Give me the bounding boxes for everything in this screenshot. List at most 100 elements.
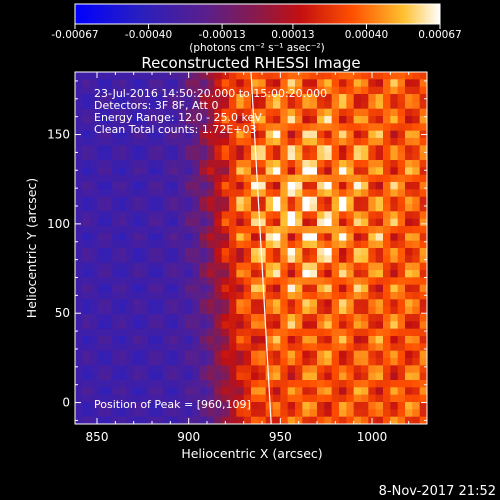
heatmap-cell [236, 226, 245, 234]
heatmap-cell [295, 336, 303, 344]
heatmap-cell [287, 292, 296, 300]
heatmap-cell [302, 299, 311, 308]
heatmap-cell [141, 101, 149, 110]
heatmap-cell [82, 174, 91, 183]
heatmap-cell [155, 336, 164, 344]
heatmap-cell [141, 196, 149, 205]
heatmap-cell [412, 204, 421, 212]
heatmap-cell [309, 358, 318, 366]
heatmap-cell [419, 138, 427, 146]
y-axis-label: Heliocentric Y (arcsec) [24, 178, 39, 318]
heatmap-cell [185, 211, 193, 220]
heatmap-cell [207, 211, 215, 220]
heatmap-cell [111, 387, 120, 396]
heatmap-cell [346, 255, 355, 264]
heatmap-cell [221, 292, 230, 300]
heatmap-cell [192, 226, 201, 234]
heatmap-cell [177, 145, 186, 154]
heatmap-cell [229, 255, 237, 264]
heatmap-cell [405, 314, 413, 322]
heatmap-cell [353, 270, 362, 278]
heatmap-cell [368, 101, 377, 110]
heatmap-cell [97, 101, 105, 110]
heatmap-cell [375, 402, 384, 410]
heatmap-cell [177, 314, 186, 322]
heatmap-cell [126, 394, 135, 403]
heatmap-cell [177, 211, 186, 220]
heatmap-cell [280, 72, 289, 80]
heatmap-cell [82, 262, 91, 271]
heatmap-cell [368, 152, 377, 161]
colorbar-tick-label: 0.00040 [345, 29, 388, 41]
heatmap-cell [229, 116, 237, 124]
heatmap-cell [97, 196, 105, 205]
heatmap-cell [75, 292, 83, 300]
heatmap-cell [214, 350, 223, 359]
heatmap-cell [75, 204, 83, 212]
heatmap-cell [419, 248, 427, 256]
heatmap-cell [280, 160, 289, 168]
heatmap-cell [258, 380, 267, 388]
heatmap-cell [405, 189, 413, 198]
heatmap-cell [133, 416, 142, 424]
heatmap-cell [251, 196, 259, 205]
heatmap-cell [177, 94, 186, 102]
heatmap-cell [89, 270, 98, 278]
heatmap-cell [75, 218, 83, 227]
heatmap-cell [170, 116, 179, 124]
heatmap-cell [331, 174, 340, 183]
heatmap-cell [126, 306, 135, 315]
heatmap-cell [126, 270, 135, 278]
heatmap-cell [155, 145, 164, 154]
heatmap-cell [353, 262, 362, 271]
heatmap-cell [361, 211, 369, 220]
heatmap-cell [119, 306, 127, 315]
heatmap-cell [273, 233, 281, 242]
heatmap-cell [229, 145, 237, 154]
heatmap-cell [317, 314, 325, 322]
heatmap-cell [170, 101, 179, 110]
heatmap-cell [368, 299, 377, 308]
heatmap-cell [148, 218, 157, 227]
heatmap-cell [339, 101, 347, 110]
heatmap-cell [243, 402, 252, 410]
heatmap-cell [111, 167, 120, 176]
heatmap-cell [295, 101, 303, 110]
heatmap-cell [97, 211, 105, 220]
heatmap-cell [251, 86, 259, 95]
heatmap-cell [236, 292, 245, 300]
heatmap-cell [229, 123, 237, 132]
heatmap-cell [192, 167, 201, 176]
heatmap-cell [82, 284, 91, 293]
heatmap-cell [75, 167, 83, 176]
heatmap-cell [331, 299, 340, 308]
heatmap-cell [287, 218, 296, 227]
heatmap-cell [82, 145, 91, 154]
heatmap-cell [133, 72, 142, 80]
heatmap-cell [199, 160, 208, 168]
heatmap-cell [353, 409, 362, 418]
heatmap-cell [383, 138, 391, 146]
heatmap-cell [309, 365, 318, 374]
x-tick-label: 1000 [357, 430, 388, 444]
heatmap-cell [361, 189, 369, 198]
heatmap-cell [75, 416, 83, 424]
heatmap-cell [302, 255, 311, 264]
heatmap-cell [236, 204, 245, 212]
heatmap-cell [375, 123, 384, 132]
heatmap-cell [287, 94, 296, 102]
heatmap-cell [258, 130, 267, 139]
heatmap-cell [324, 299, 333, 308]
heatmap-cell [185, 233, 193, 242]
heatmap-cell [397, 86, 406, 95]
heatmap-cell [397, 101, 406, 110]
heatmap-cell [273, 174, 281, 183]
heatmap-cell [368, 328, 377, 337]
heatmap-cell [309, 218, 318, 227]
heatmap-cell [361, 416, 369, 424]
heatmap-cell [141, 145, 149, 154]
heatmap-cell [368, 409, 377, 418]
heatmap-cell [75, 145, 83, 154]
heatmap-cell [368, 204, 377, 212]
heatmap-cell [133, 189, 142, 198]
